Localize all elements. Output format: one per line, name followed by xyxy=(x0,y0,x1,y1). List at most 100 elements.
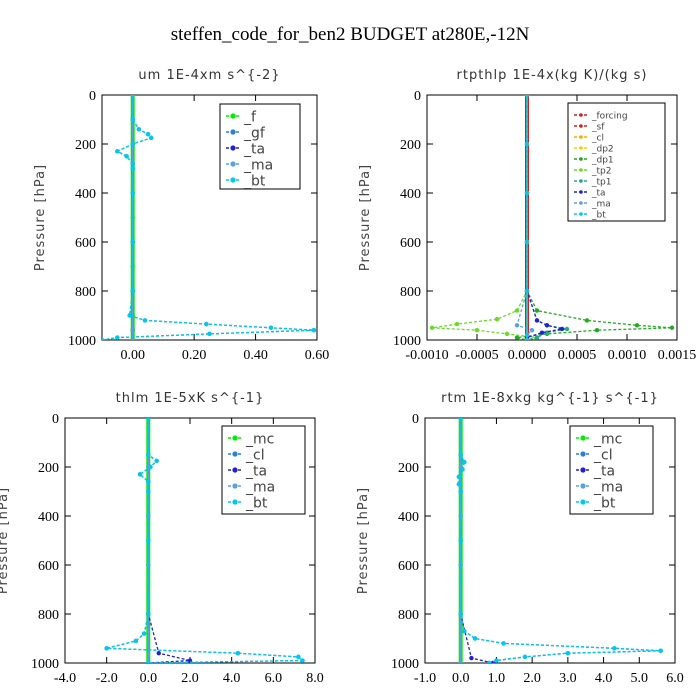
data-point xyxy=(458,562,463,568)
data-point xyxy=(564,326,570,332)
series-bt xyxy=(102,95,317,340)
legend-label: _ta xyxy=(591,188,606,198)
legend-marker xyxy=(232,499,238,505)
data-point xyxy=(524,239,530,245)
panel-3: thlm 1E-5xK s^{-1} Pressure [hPa] 0 200 400 6… xyxy=(0,391,324,686)
x-tick-label: -4.0 xyxy=(54,671,76,686)
y-tick-label: 0 xyxy=(89,89,96,104)
legend-item: _ta xyxy=(226,141,265,157)
series-ta xyxy=(146,418,193,663)
data-point xyxy=(130,239,135,245)
data-point xyxy=(612,646,617,651)
data-point xyxy=(472,636,478,641)
y-tick-label: 1000 xyxy=(391,657,419,672)
legend-item: _forcing xyxy=(574,111,628,121)
legend-marker xyxy=(580,451,586,457)
legend-item: _cl xyxy=(228,447,265,463)
data-point xyxy=(487,660,492,663)
y-tick-label: 800 xyxy=(38,608,59,623)
legend-label: _bt xyxy=(243,173,266,189)
legend-item: _cl xyxy=(576,447,613,463)
data-point xyxy=(474,328,480,333)
plot-area xyxy=(429,95,675,340)
data-point xyxy=(534,335,540,340)
y-tick-label: 800 xyxy=(400,285,421,300)
data-point xyxy=(534,308,540,313)
data-point xyxy=(146,489,151,494)
data-point xyxy=(522,654,528,660)
data-point xyxy=(130,190,135,196)
legend-marker xyxy=(230,129,236,135)
plot-frame xyxy=(101,94,318,341)
legend-item: _gf xyxy=(226,125,266,141)
x-tick-label: 0.00 xyxy=(120,348,145,363)
legend-item: _tp2 xyxy=(574,166,611,176)
series-line xyxy=(147,418,191,663)
legend-item: _dp2 xyxy=(574,144,614,154)
x-tick-label: -0.0010 xyxy=(405,348,448,363)
data-point xyxy=(524,141,530,147)
y-tick-label: 0 xyxy=(52,412,59,427)
legend-item: _ta xyxy=(574,188,606,198)
series-line xyxy=(516,95,673,340)
data-point xyxy=(148,464,153,470)
data-point xyxy=(634,323,640,328)
data-point xyxy=(458,452,463,457)
x-tick-label: 0.60 xyxy=(305,348,330,363)
data-point xyxy=(514,335,520,340)
panel-4: rtm 1E-8xkg kg^{-1} s^{-1} Pressure [hPa]… xyxy=(356,391,684,686)
legend-item: _tp1 xyxy=(574,177,611,187)
legend-marker xyxy=(579,201,583,205)
y-tick-label: 200 xyxy=(75,138,96,153)
legend-item: _ma xyxy=(228,479,275,495)
data-point xyxy=(462,459,467,465)
x-tick-label: 3.0 xyxy=(559,671,577,686)
legend-item: _bt xyxy=(226,173,266,189)
series-line xyxy=(526,95,568,340)
data-point xyxy=(148,135,154,141)
data-point xyxy=(187,658,193,663)
x-tick-label: 6.0 xyxy=(265,671,283,686)
data-point xyxy=(524,95,530,98)
data-point xyxy=(524,288,530,294)
data-point xyxy=(146,660,151,663)
plot-frame xyxy=(424,417,676,664)
legend-marker xyxy=(580,467,586,473)
legend-label: _mc xyxy=(245,431,274,447)
data-point xyxy=(456,481,462,487)
data-point xyxy=(296,654,301,660)
x-tick-label: -2.0 xyxy=(96,671,118,686)
legend-marker xyxy=(580,499,586,505)
x-tick-label: 0.0000 xyxy=(508,348,547,363)
legend-item: _sf xyxy=(574,122,605,132)
data-point xyxy=(469,655,474,661)
data-point xyxy=(268,325,274,330)
legend-marker xyxy=(579,124,583,128)
y-axis-label: Pressure [hPa] xyxy=(358,164,373,271)
data-point xyxy=(115,149,120,154)
plot-area xyxy=(456,418,663,663)
legend-marker xyxy=(232,483,238,489)
series-line xyxy=(460,418,494,663)
data-point xyxy=(534,318,540,323)
data-point xyxy=(454,321,460,327)
legend-marker xyxy=(230,145,236,151)
data-point xyxy=(514,323,520,328)
legend-label: _cl xyxy=(245,447,265,463)
data-point xyxy=(458,489,463,494)
legend-item: _bt xyxy=(576,495,616,511)
legend-label: _ta xyxy=(593,463,615,479)
legend-marker xyxy=(580,483,586,489)
data-point xyxy=(141,631,147,636)
x-tick-label: -1.0 xyxy=(414,671,436,686)
legend-label: _dp2 xyxy=(591,144,614,154)
legend-marker xyxy=(579,113,583,117)
data-point xyxy=(514,308,520,313)
x-tick-label: 5.0 xyxy=(631,671,649,686)
y-tick-label: 400 xyxy=(75,187,96,202)
data-point xyxy=(130,328,135,333)
data-point xyxy=(460,467,465,472)
y-tick-label: 600 xyxy=(400,236,421,251)
data-point xyxy=(146,538,151,543)
